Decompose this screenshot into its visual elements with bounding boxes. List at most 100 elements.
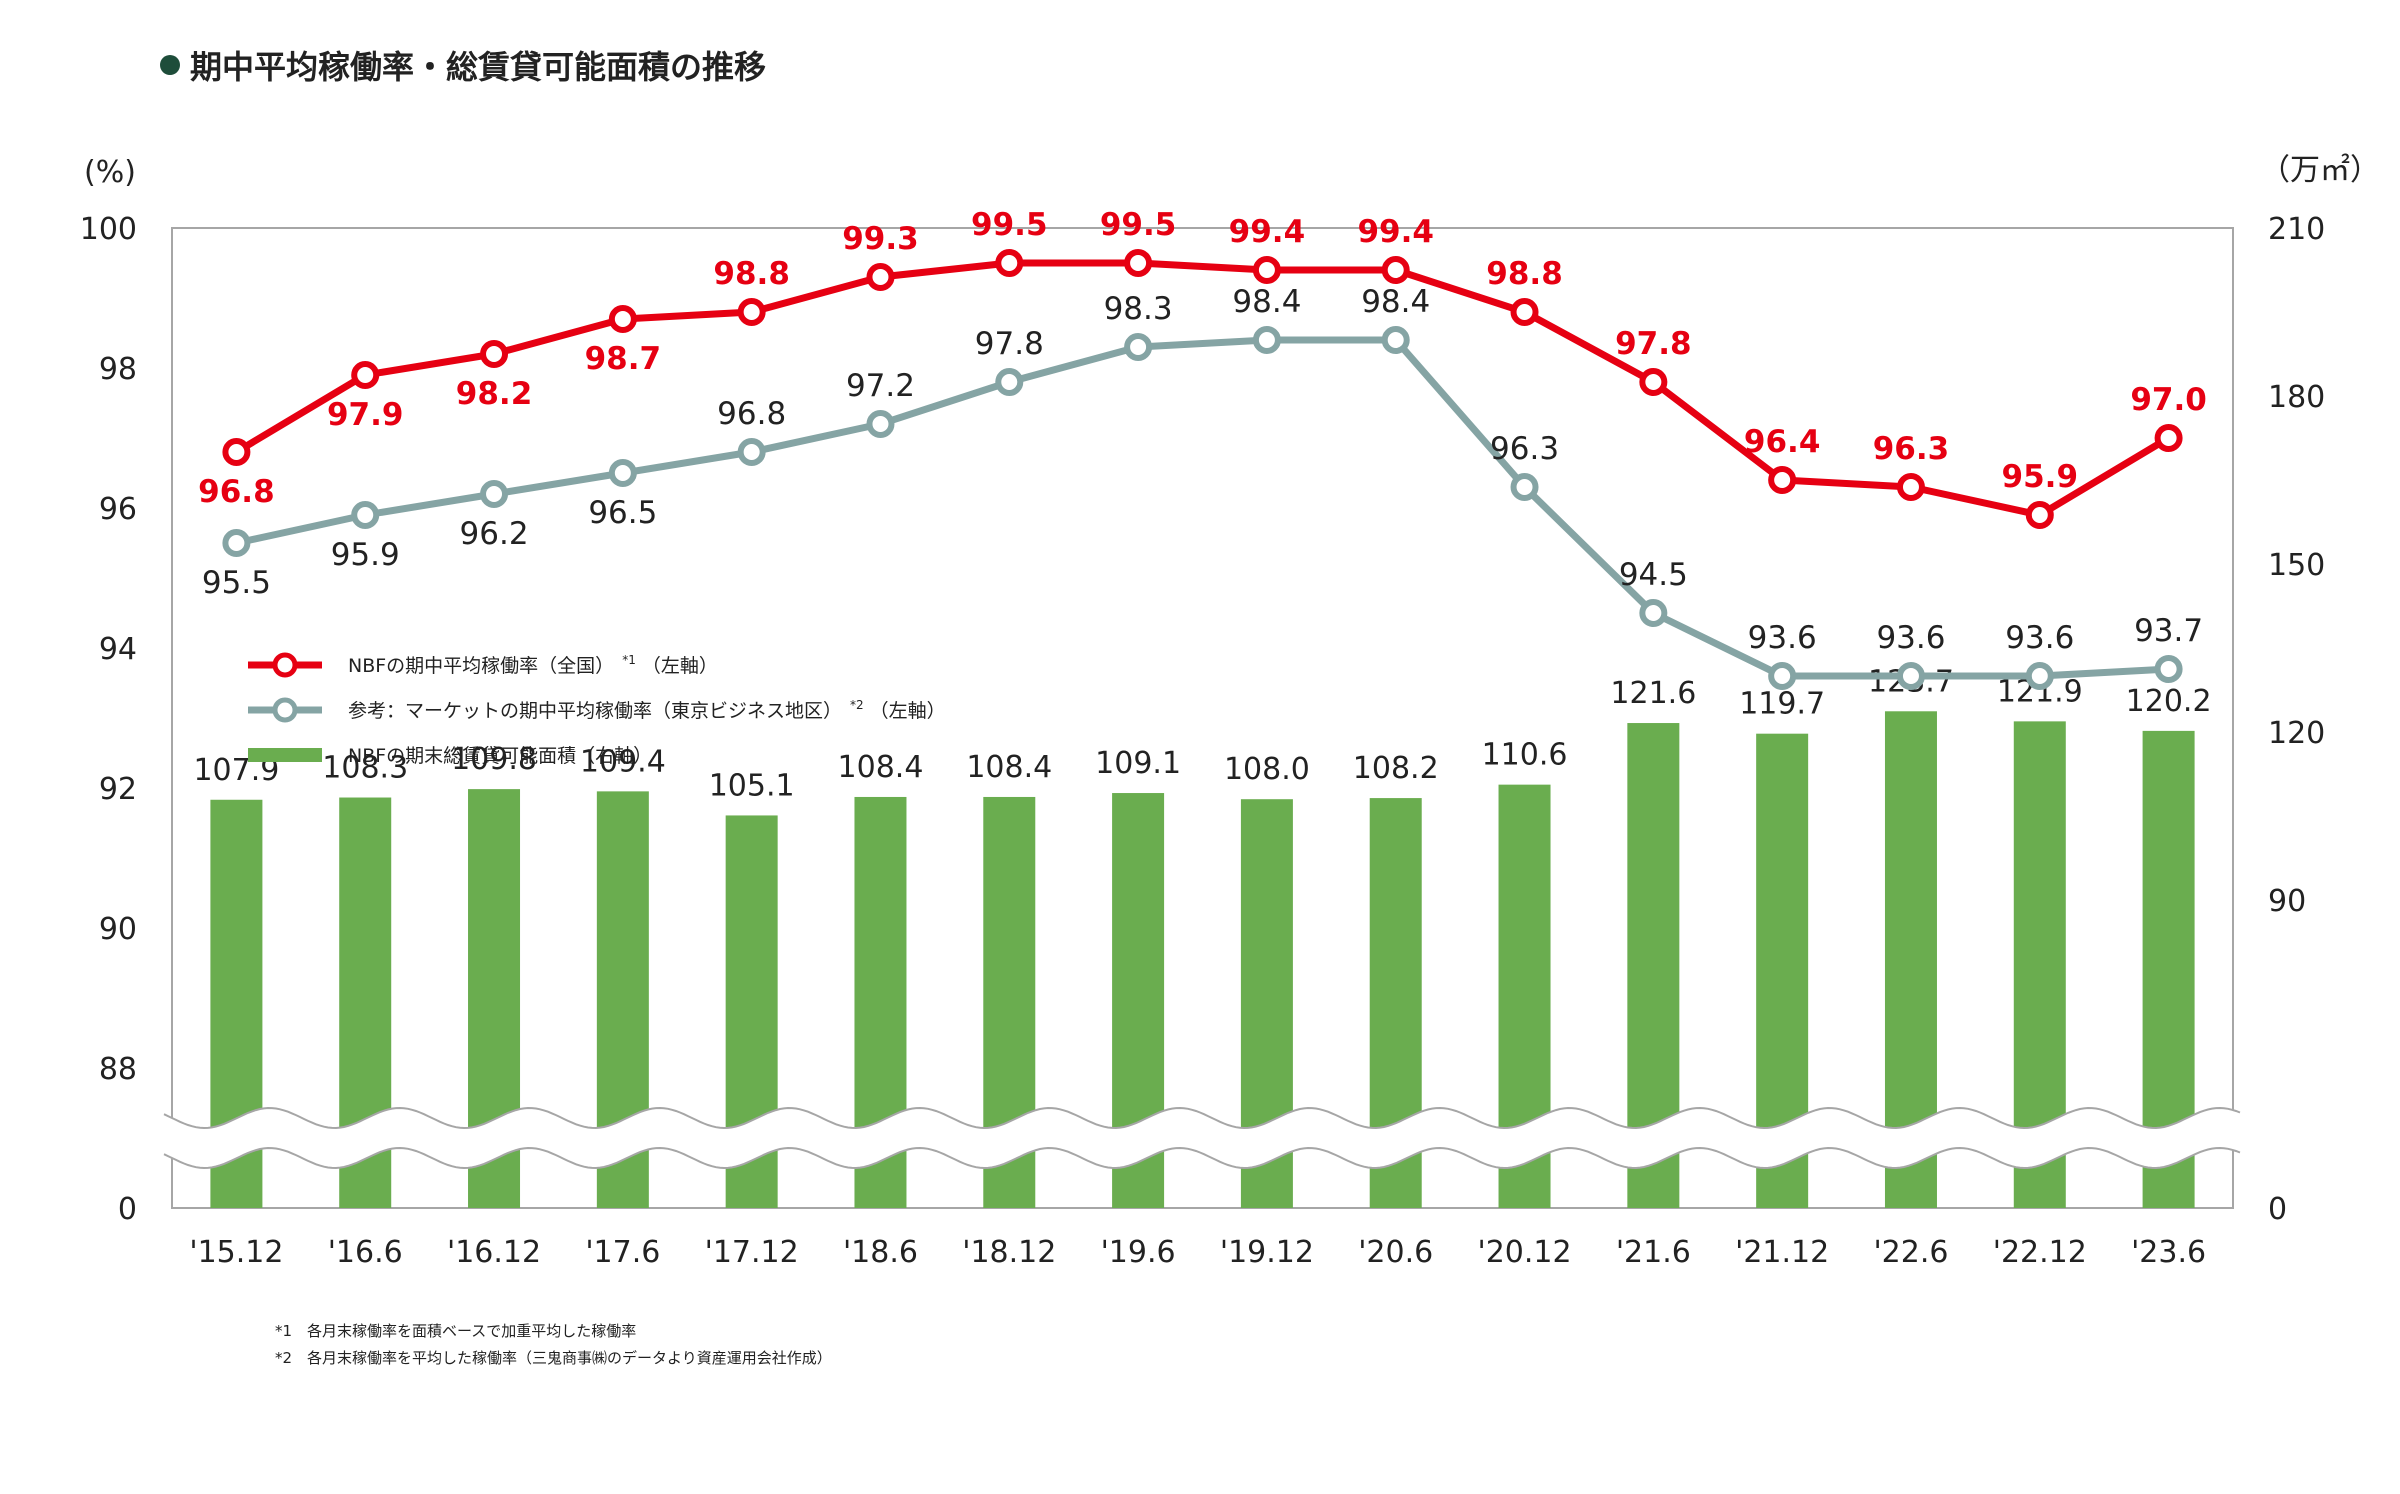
point-series-1-5 [866,410,895,438]
x-tick-6: '18.12 [962,1235,1056,1270]
point-series-0-5 [866,263,895,291]
bar-label-11: 121.6 [1610,676,1696,711]
x-tick-0: '15.12 [189,1235,283,1270]
legend-marker-0 [272,652,298,678]
point-series-1-11 [1639,599,1668,627]
x-tick-15: '23.6 [2131,1235,2206,1270]
point-series-0-10 [1510,298,1539,326]
right-tick-4: 90 [2268,884,2306,919]
x-tick-12: '21.12 [1735,1235,1829,1270]
label-series-1-1: 95.9 [331,537,400,573]
label-series-0-0: 96.8 [198,474,275,510]
x-tick-4: '17.12 [705,1235,799,1270]
legend-label-2: NBFの期末総賃貸可能面積（右軸） [348,745,652,767]
label-series-1-12: 93.6 [1748,620,1817,656]
line-series-1 [235,336,2169,680]
x-tick-5: '18.6 [843,1235,918,1270]
label-series-1-0: 95.5 [202,565,271,601]
label-series-1-7: 98.3 [1104,291,1173,327]
x-tick-8: '19.12 [1220,1235,1314,1270]
point-series-0-4 [737,298,766,326]
bar-label-6: 108.4 [966,750,1052,785]
x-tick-14: '22.12 [1993,1235,2087,1270]
label-series-0-13: 96.3 [1873,431,1950,467]
label-series-0-15: 97.0 [2130,382,2207,418]
point-series-0-9 [1381,256,1410,284]
point-series-1-12 [1768,662,1797,690]
bar-label-10: 110.6 [1482,738,1568,773]
legend-axis-note-0: （左軸） [642,655,718,677]
point-series-1-8 [1252,326,1281,354]
chart-title: 期中平均稼働率・総賃貸可能面積の推移 [160,42,766,88]
label-series-1-11: 94.5 [1619,557,1688,593]
point-series-1-0 [222,529,251,557]
x-tick-7: '19.6 [1101,1235,1176,1270]
point-series-1-4 [737,438,766,466]
legend-label-0: NBFの期中平均稼働率（全国） *1 （左軸） [348,653,718,677]
label-series-0-14: 95.9 [2002,459,2079,495]
label-series-0-1: 97.9 [327,397,404,433]
label-series-1-13: 93.6 [1876,620,1945,656]
label-series-0-10: 98.8 [1486,256,1563,292]
line-series-0 [234,259,2171,519]
label-series-0-4: 98.8 [713,256,790,292]
label-series-1-14: 93.6 [2005,620,2074,656]
footnote-1: *1 各月末稼働率を面積ベースで加重平均した稼働率 [275,1318,832,1345]
title-bullet-icon [160,55,180,75]
point-series-0-8 [1252,256,1281,284]
point-series-0-2 [480,340,509,368]
bar-label-2: 109.8 [451,742,537,777]
label-series-0-8: 99.4 [1229,214,1306,250]
left-tick-2: 96 [99,492,137,527]
legend-marker-1 [272,697,298,723]
label-series-1-6: 97.8 [975,326,1044,362]
label-series-0-5: 99.3 [842,221,919,257]
x-tick-3: '17.6 [585,1235,660,1270]
label-series-0-7: 99.5 [1100,207,1177,243]
left-tick-6: 88 [99,1052,137,1087]
label-series-1-8: 98.4 [1232,284,1301,320]
point-series-1-15 [2154,655,2183,683]
label-series-0-6: 99.5 [971,207,1048,243]
x-tick-13: '22.6 [1873,1235,1948,1270]
point-series-0-15 [2154,424,2183,452]
right-tick-1: 180 [2268,380,2325,415]
plot-frame [171,227,2234,1209]
footnote-2-text: 各月末稼働率を平均した稼働率（三鬼商事㈱のデータより資産運用会社作成） [307,1349,832,1367]
point-series-0-1 [351,361,380,389]
point-series-0-13 [1896,473,1925,501]
left-tick-zero: 0 [118,1192,137,1227]
point-series-1-2 [480,480,509,508]
footnote-1-mark: *1 [275,1322,293,1340]
point-series-1-6 [995,368,1024,396]
label-series-1-10: 96.3 [1490,431,1559,467]
point-series-0-11 [1639,368,1668,396]
label-series-0-11: 97.8 [1615,326,1692,362]
right-tick-zero: 0 [2268,1192,2287,1227]
point-series-1-3 [608,459,637,487]
point-series-1-13 [1896,662,1925,690]
bar-label-15: 120.2 [2126,684,2212,719]
x-tick-2: '16.12 [447,1235,541,1270]
chart-title-text: 期中平均稼働率・総賃貸可能面積の推移 [190,48,767,86]
point-series-0-3 [608,305,637,333]
x-tick-11: '21.6 [1616,1235,1691,1270]
legend-label-1: 参考：マーケットの期中平均稼働率（東京ビジネス地区） *2 （左軸） [348,698,946,722]
bar-label-1: 108.3 [322,751,408,786]
label-series-0-3: 98.7 [585,341,662,377]
legend-bar-swatch [248,748,322,762]
bar-label-7: 109.1 [1095,746,1181,781]
x-tick-1: '16.6 [328,1235,403,1270]
footnote-2: *2 各月末稼働率を平均した稼働率（三鬼商事㈱のデータより資産運用会社作成） [275,1345,832,1372]
label-series-1-3: 96.5 [588,495,657,531]
right-tick-3: 120 [2268,716,2325,751]
label-series-1-5: 97.2 [846,368,915,404]
point-series-1-1 [351,501,380,529]
bar-label-4: 105.1 [709,768,795,803]
label-series-0-12: 96.4 [1744,424,1821,460]
legend-footnote-mark-0: *1 [622,653,636,667]
legend-footnote-mark-1: *2 [850,698,864,712]
left-axis-unit: (%) [84,155,136,190]
right-tick-2: 150 [2268,548,2325,583]
